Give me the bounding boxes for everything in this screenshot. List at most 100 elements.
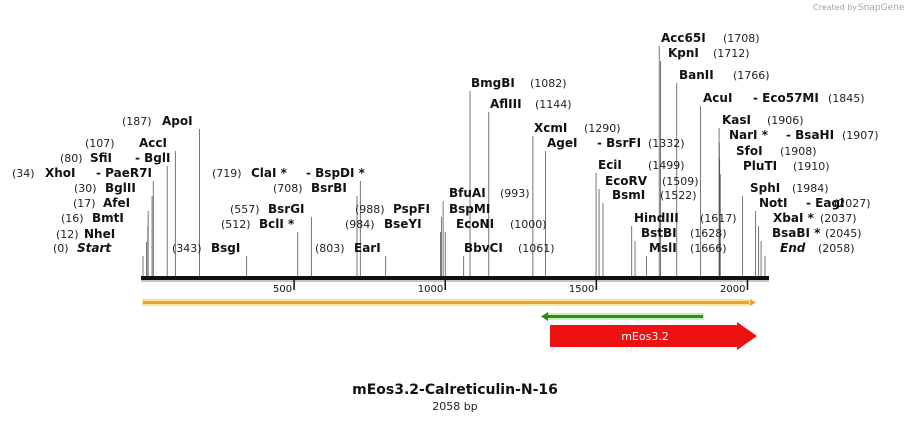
enzyme-name-econi[interactable]: EcoNI [456,217,494,231]
sequence-backbone [141,276,769,280]
enzyme-position-ecorv: (1509) [662,175,699,188]
enzyme-name-nari[interactable]: NarI * [729,128,769,142]
enzyme-alt-name-nari[interactable]: - BsaHI [786,128,834,142]
enzyme-alt-name-agei[interactable]: - BsrFI [597,136,641,150]
enzyme-name-bsgi[interactable]: BsgI [211,241,240,255]
feature-meos32[interactable]: mEos3.2 [550,322,757,350]
enzyme-alt-name-xhoi[interactable]: - PaeR7I [96,166,152,180]
orf-reverse [541,312,704,321]
enzyme-position-pspfi: (988) [355,203,385,216]
enzyme-position-bcli: (512) [221,218,251,231]
enzyme-position-bsrbi: (708) [273,182,303,195]
enzyme-name-ecii[interactable]: EciI [598,158,622,172]
enzyme-position-bbvci: (1061) [518,242,555,255]
credit-brand: SnapGene [858,3,905,13]
enzyme-name-bfuai[interactable]: BfuAI [449,186,486,200]
ruler-label-1500: 1500 [569,284,594,295]
enzyme-name-bmti[interactable]: BmtI [92,211,124,225]
enzyme-position-xcmi: (1290) [584,122,621,135]
enzyme-name-bglii[interactable]: BglII [105,181,136,195]
enzyme-name-sfii[interactable]: SfiI [90,151,112,165]
enzyme-name-bmgbi[interactable]: BmgBI [471,76,515,90]
enzyme-labels: (0) Start(12) NheI(16) BmtI(17) AfeI (30) BglI… [12,31,879,255]
enzyme-name-msli[interactable]: MslI [649,241,677,255]
enzyme-position-kasi: (1906) [767,114,804,127]
enzyme-name-bbvci[interactable]: BbvCI [464,241,503,255]
enzyme-name-hindiii[interactable]: HindIII [634,211,679,225]
enzyme-name-bsrbi[interactable]: BsrBI [311,181,347,195]
enzyme-position-afliii: (1144) [535,98,572,111]
enzyme-name-noti[interactable]: NotI [759,196,788,210]
ruler-label-1000: 1000 [418,284,443,295]
enzyme-position-bmgbi: (1082) [530,77,567,90]
enzyme-name-xbai[interactable]: XbaI * [773,211,815,225]
enzyme-alt-name-sfii[interactable]: - BglI [135,151,170,165]
enzyme-position-sfoi: (1908) [780,145,817,158]
enzyme-name-start[interactable]: Start [77,241,112,255]
enzyme-name-sphi[interactable]: SphI [750,181,780,195]
enzyme-name-bstbi[interactable]: BstBI [641,226,677,240]
enzyme-position-bseyi: (984) [345,218,375,231]
enzyme-lines [142,46,766,276]
enzyme-position-bmti: (16) [61,212,84,225]
ruler-label-500: 500 [273,284,292,295]
enzyme-position-hindiii: (1617) [700,212,737,225]
enzyme-position-acci: (107) [85,137,115,150]
enzyme-position-pluti: (1910) [793,160,830,173]
enzyme-name-xcmi[interactable]: XcmI [534,121,567,135]
enzyme-position-bstbi: (1628) [690,227,727,240]
enzyme-name-afei[interactable]: AfeI [103,196,130,210]
enzyme-name-acui[interactable]: AcuI [703,91,732,105]
enzyme-position-kpni: (1712) [713,47,750,60]
map-subtitle: 2058 bp [432,400,477,413]
enzyme-name-acci[interactable]: AccI [139,136,167,150]
enzyme-name-bsmi[interactable]: BsmI [612,188,645,202]
enzyme-position-banii: (1766) [733,69,770,82]
enzyme-alt-name-clai[interactable]: - BspDI * [306,166,366,180]
orf-forward-full [142,299,756,306]
enzyme-name-kasi[interactable]: KasI [722,113,751,127]
map-title: mEos3.2-Calreticulin-N-16 [352,382,558,398]
enzyme-name-afliii[interactable]: AflIII [490,97,522,111]
enzyme-name-bcli[interactable]: BclI * [259,217,295,231]
enzyme-name-acc65i[interactable]: Acc65I [661,31,706,45]
enzyme-position-acui: (1845) [828,92,865,105]
enzyme-position-bglii: (30) [74,182,97,195]
enzyme-name-nhei[interactable]: NheI [84,227,115,241]
enzyme-name-xhoi[interactable]: XhoI [45,166,76,180]
enzyme-name-pspfi[interactable]: PspFI [393,202,430,216]
enzyme-position-start: (0) [53,242,69,255]
enzyme-position-acc65i: (1708) [723,32,760,45]
enzyme-position-bsabi: (2045) [825,227,862,240]
enzyme-alt-name-noti[interactable]: - EagI [806,196,845,210]
enzyme-name-bsabi[interactable]: BsaBI * [772,226,821,240]
credit-prefix: Created by [813,3,857,12]
enzyme-name-apoi[interactable]: ApoI [162,114,193,128]
enzyme-name-banii[interactable]: BanII [679,68,714,82]
enzyme-position-afei: (17) [73,197,96,210]
enzyme-name-bsrgi[interactable]: BsrGI [268,202,305,216]
enzyme-position-end: (2058) [818,242,855,255]
ruler: 500 1000 1500 2000 [273,280,749,295]
enzyme-name-sfoi[interactable]: SfoI [736,144,763,158]
enzyme-name-bseyi[interactable]: BseYI [384,217,422,231]
enzyme-name-eari[interactable]: EarI [354,241,381,255]
enzyme-position-bsgi: (343) [172,242,202,255]
enzyme-name-agei[interactable]: AgeI [547,136,577,150]
feature-meos32-arrow [550,322,757,350]
enzyme-name-end[interactable]: End [780,241,806,255]
enzyme-position-nhei: (12) [56,228,79,241]
enzyme-position-apoi: (187) [122,115,152,128]
enzyme-position-ecii: (1499) [648,159,685,172]
enzyme-name-clai[interactable]: ClaI * [251,166,288,180]
enzyme-alt-name-bfuai[interactable]: BspMI [449,202,490,216]
enzyme-name-kpni[interactable]: KpnI [668,46,699,60]
enzyme-position-eari: (803) [315,242,345,255]
enzyme-name-ecorv[interactable]: EcoRV [605,174,648,188]
enzyme-position-bsmi: (1522) [660,189,697,202]
enzyme-name-pluti[interactable]: PluTI [743,159,777,173]
enzyme-position-sphi: (1984) [792,182,829,195]
enzyme-alt-name-acui[interactable]: - Eco57MI [753,91,819,105]
enzyme-position-clai: (719) [212,167,242,180]
enzyme-position-noti: (2027) [834,197,871,210]
